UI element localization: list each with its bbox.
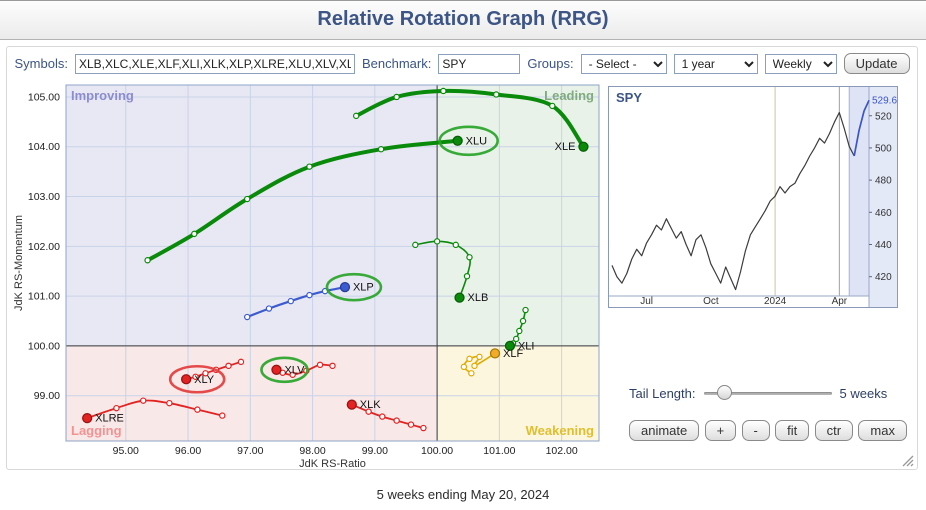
rrg-symbol-XLI[interactable]: XLI <box>504 340 535 352</box>
rrg-symbol-XLV[interactable]: XLV <box>271 364 305 376</box>
tail-length-value: 5 weeks <box>839 385 888 401</box>
svg-text:JdK RS-Ratio: JdK RS-Ratio <box>299 458 366 470</box>
footer-caption: 5 weeks ending May 20, 2024 <box>376 487 550 502</box>
svg-text:520: 520 <box>875 111 892 122</box>
svg-text:102.00: 102.00 <box>546 445 578 457</box>
page-title: Relative Rotation Graph (RRG) <box>317 8 609 30</box>
rrg-symbol-XLY[interactable]: XLY <box>181 374 215 386</box>
svg-text:99.00: 99.00 <box>362 445 388 457</box>
svg-text:420: 420 <box>875 272 892 283</box>
svg-text:104.00: 104.00 <box>28 141 60 153</box>
fit-button[interactable]: fit <box>775 420 810 441</box>
svg-text:103.00: 103.00 <box>28 191 60 203</box>
rrg-symbol-XLE[interactable]: XLE <box>555 141 589 153</box>
svg-text:XLV: XLV <box>284 364 305 376</box>
update-button[interactable]: Update <box>843 53 910 74</box>
svg-text:Leading: Leading <box>544 88 594 103</box>
zoom-in-button[interactable]: + <box>704 420 737 441</box>
svg-text:Weakening: Weakening <box>526 423 594 438</box>
svg-text:JdK RS-Momentum: JdK RS-Momentum <box>13 215 25 311</box>
frequency-select[interactable]: Weekly <box>764 53 837 74</box>
svg-text:100.00: 100.00 <box>421 445 453 457</box>
chart-controls: animate + - fit ctr max <box>629 420 907 441</box>
svg-text:XLY: XLY <box>194 374 215 386</box>
rrg-symbol-XLK[interactable]: XLK <box>346 399 381 411</box>
svg-text:Lagging: Lagging <box>71 423 122 438</box>
svg-text:100.00: 100.00 <box>28 340 60 352</box>
tail-length-slider[interactable] <box>703 385 832 401</box>
svg-text:Improving: Improving <box>71 88 134 103</box>
svg-text:101.00: 101.00 <box>483 445 515 457</box>
svg-text:XLB: XLB <box>468 292 489 304</box>
rrg-symbol-XLRE[interactable]: XLRE <box>82 413 124 425</box>
rrg-chart: Improving Leading Lagging Weakening 99.00 100… <box>13 84 600 470</box>
svg-text:102.00: 102.00 <box>28 241 60 253</box>
resize-handle[interactable] <box>902 454 914 467</box>
svg-text:Apr: Apr <box>832 296 848 307</box>
svg-text:99.00: 99.00 <box>34 390 60 402</box>
svg-text:XLP: XLP <box>353 282 374 294</box>
main-panel: Symbols: Benchmark: Groups: - Select - 1… <box>6 46 918 470</box>
spy-mini-chart: 420 440 460 480 500 520 Jul Oct 2024 Apr SPY 529.62 <box>608 86 898 308</box>
svg-text:101.00: 101.00 <box>28 291 60 303</box>
tail-slider-thumb[interactable] <box>716 385 732 400</box>
svg-text:95.00: 95.00 <box>113 445 139 457</box>
svg-text:460: 460 <box>875 208 892 219</box>
svg-text:97.00: 97.00 <box>237 445 263 457</box>
groups-select[interactable]: - Select - <box>580 53 667 74</box>
benchmark-label: Benchmark: <box>361 56 432 71</box>
symbols-label: Symbols: <box>14 56 68 71</box>
rrg-symbol-XLB[interactable]: XLB <box>454 292 489 304</box>
svg-text:Jul: Jul <box>640 296 653 307</box>
svg-text:SPY: SPY <box>616 90 642 105</box>
svg-text:440: 440 <box>875 240 892 251</box>
symbols-input[interactable] <box>74 53 355 74</box>
svg-text:500: 500 <box>875 143 892 154</box>
center-button[interactable]: ctr <box>814 420 854 441</box>
svg-text:XLI: XLI <box>518 340 535 352</box>
svg-text:XLRE: XLRE <box>95 413 124 425</box>
svg-text:96.00: 96.00 <box>175 445 201 457</box>
groups-label: Groups: <box>527 56 574 71</box>
slider-track[interactable] <box>703 392 832 395</box>
app-header: Relative Rotation Graph (RRG) <box>0 0 926 40</box>
tail-length-row: Tail Length: 5 weeks <box>629 385 907 401</box>
resize-grip-icon <box>902 455 914 467</box>
zoom-out-button[interactable]: - <box>741 420 770 441</box>
toolbar: Symbols: Benchmark: Groups: - Select - 1… <box>7 53 917 74</box>
benchmark-input[interactable] <box>438 53 521 74</box>
rrg-symbol-XLU[interactable]: XLU <box>452 135 487 147</box>
period-select[interactable]: 1 year <box>673 53 758 74</box>
svg-text:Oct: Oct <box>703 296 719 307</box>
svg-text:XLF: XLF <box>503 348 523 360</box>
svg-text:105.00: 105.00 <box>28 91 60 103</box>
svg-text:2024: 2024 <box>764 296 787 307</box>
tail-length-label: Tail Length: <box>629 385 696 401</box>
max-button[interactable]: max <box>858 420 907 441</box>
svg-text:529.62: 529.62 <box>872 95 898 106</box>
svg-text:XLU: XLU <box>466 135 487 147</box>
rrg-symbol-XLP[interactable]: XLP <box>339 282 374 294</box>
animate-button[interactable]: animate <box>629 420 700 441</box>
rrg-symbol-XLF[interactable]: XLF <box>489 348 524 360</box>
svg-text:98.00: 98.00 <box>299 445 325 457</box>
svg-text:XLE: XLE <box>555 141 576 153</box>
svg-text:480: 480 <box>875 176 892 187</box>
svg-text:XLK: XLK <box>360 399 381 411</box>
